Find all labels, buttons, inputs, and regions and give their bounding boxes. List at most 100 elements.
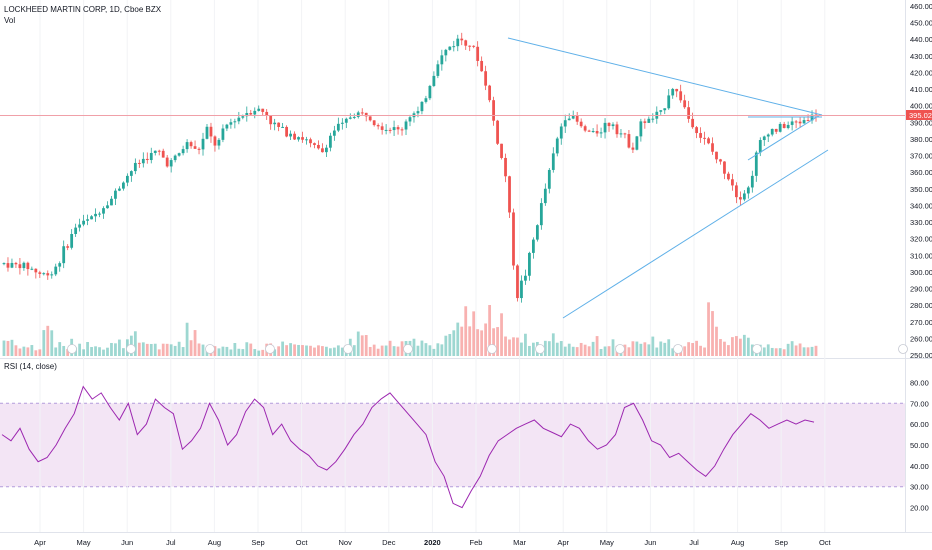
event-marker-icon[interactable] xyxy=(673,344,683,354)
candle-body[interactable] xyxy=(332,130,336,136)
candle-body[interactable] xyxy=(715,151,718,160)
candle-body[interactable] xyxy=(225,124,229,129)
candle-body[interactable] xyxy=(424,98,428,102)
candle-body[interactable] xyxy=(305,139,308,141)
candle-body[interactable] xyxy=(90,216,93,220)
candle-body[interactable] xyxy=(524,275,527,281)
candle-body[interactable] xyxy=(750,175,754,188)
candle-body[interactable] xyxy=(297,137,300,140)
candle-body[interactable] xyxy=(766,134,770,137)
candle-body[interactable] xyxy=(667,95,671,109)
candle-body[interactable] xyxy=(384,129,388,131)
candle-body[interactable] xyxy=(806,120,810,122)
candle-body[interactable] xyxy=(301,137,304,140)
candle-body[interactable] xyxy=(496,120,499,144)
candle-body[interactable] xyxy=(535,225,539,240)
price-panel[interactable] xyxy=(0,0,905,358)
candle-body[interactable] xyxy=(396,127,400,130)
candle-body[interactable] xyxy=(54,266,58,275)
candle-body[interactable] xyxy=(512,212,515,266)
candle-body[interactable] xyxy=(392,127,396,131)
candle-body[interactable] xyxy=(623,133,627,135)
candle-body[interactable] xyxy=(241,116,245,118)
candle-body[interactable] xyxy=(153,150,157,153)
candle-body[interactable] xyxy=(257,108,261,111)
upper-trendline[interactable] xyxy=(507,37,823,116)
candle-body[interactable] xyxy=(607,122,611,127)
candle-body[interactable] xyxy=(436,64,440,76)
candle-body[interactable] xyxy=(309,139,312,144)
candle-body[interactable] xyxy=(325,147,328,153)
candle-body[interactable] xyxy=(727,173,730,180)
candle-body[interactable] xyxy=(520,280,523,299)
candle-body[interactable] xyxy=(125,175,129,183)
candle-body[interactable] xyxy=(209,126,213,137)
candle-body[interactable] xyxy=(149,152,153,161)
candle-body[interactable] xyxy=(161,150,165,158)
candle-body[interactable] xyxy=(10,262,14,268)
candle-body[interactable] xyxy=(742,193,746,200)
candle-body[interactable] xyxy=(615,124,619,135)
candle-body[interactable] xyxy=(778,123,782,132)
event-marker-icon[interactable] xyxy=(126,344,136,354)
candle-body[interactable] xyxy=(261,108,265,112)
candle-body[interactable] xyxy=(794,121,798,123)
candle-body[interactable] xyxy=(102,208,105,214)
candle-body[interactable] xyxy=(619,133,623,135)
candle-body[interactable] xyxy=(118,188,121,191)
candle-body[interactable] xyxy=(492,100,495,121)
candle-body[interactable] xyxy=(380,126,384,130)
candle-body[interactable] xyxy=(157,150,161,152)
candle-body[interactable] xyxy=(782,123,786,129)
candle-body[interactable] xyxy=(420,101,424,112)
candle-body[interactable] xyxy=(404,121,408,130)
candle-body[interactable] xyxy=(58,263,62,267)
candle-body[interactable] xyxy=(328,135,332,148)
candle-body[interactable] xyxy=(587,130,591,132)
candle-body[interactable] xyxy=(30,268,34,270)
candle-body[interactable] xyxy=(643,121,647,123)
candle-body[interactable] xyxy=(719,159,722,162)
candle-body[interactable] xyxy=(356,112,360,117)
candle-body[interactable] xyxy=(468,45,472,47)
candle-body[interactable] xyxy=(217,139,221,146)
candle-body[interactable] xyxy=(484,71,488,86)
candle-body[interactable] xyxy=(237,117,241,122)
inner-trendline[interactable] xyxy=(747,114,821,161)
candle-body[interactable] xyxy=(169,160,173,167)
candle-body[interactable] xyxy=(754,152,758,176)
candle-body[interactable] xyxy=(233,121,237,123)
candle-body[interactable] xyxy=(539,203,543,226)
candle-body[interactable] xyxy=(627,134,631,148)
candle-body[interactable] xyxy=(336,123,340,131)
candle-body[interactable] xyxy=(193,146,197,149)
candle-body[interactable] xyxy=(14,262,18,265)
candle-body[interactable] xyxy=(786,124,790,129)
candle-body[interactable] xyxy=(400,129,404,131)
candle-body[interactable] xyxy=(313,143,316,145)
event-marker-icon[interactable] xyxy=(265,344,275,354)
candle-body[interactable] xyxy=(34,268,38,273)
candle-body[interactable] xyxy=(802,120,806,124)
candle-body[interactable] xyxy=(758,140,762,153)
candle-body[interactable] xyxy=(98,213,101,215)
candle-body[interactable] xyxy=(774,128,778,132)
candle-body[interactable] xyxy=(293,133,296,140)
event-marker-icon[interactable] xyxy=(535,344,545,354)
candle-body[interactable] xyxy=(432,75,436,86)
candle-body[interactable] xyxy=(368,116,372,121)
candle-body[interactable] xyxy=(460,38,464,41)
candle-body[interactable] xyxy=(790,121,794,125)
candle-body[interactable] xyxy=(62,246,66,264)
candle-body[interactable] xyxy=(770,128,774,135)
candle-body[interactable] xyxy=(321,148,324,153)
candle-body[interactable] xyxy=(185,142,189,150)
candle-body[interactable] xyxy=(129,171,133,176)
candle-body[interactable] xyxy=(516,265,519,299)
candle-body[interactable] xyxy=(683,100,687,108)
candle-body[interactable] xyxy=(611,124,615,127)
candle-body[interactable] xyxy=(165,157,169,167)
candle-body[interactable] xyxy=(22,262,26,269)
candle-body[interactable] xyxy=(464,40,468,46)
